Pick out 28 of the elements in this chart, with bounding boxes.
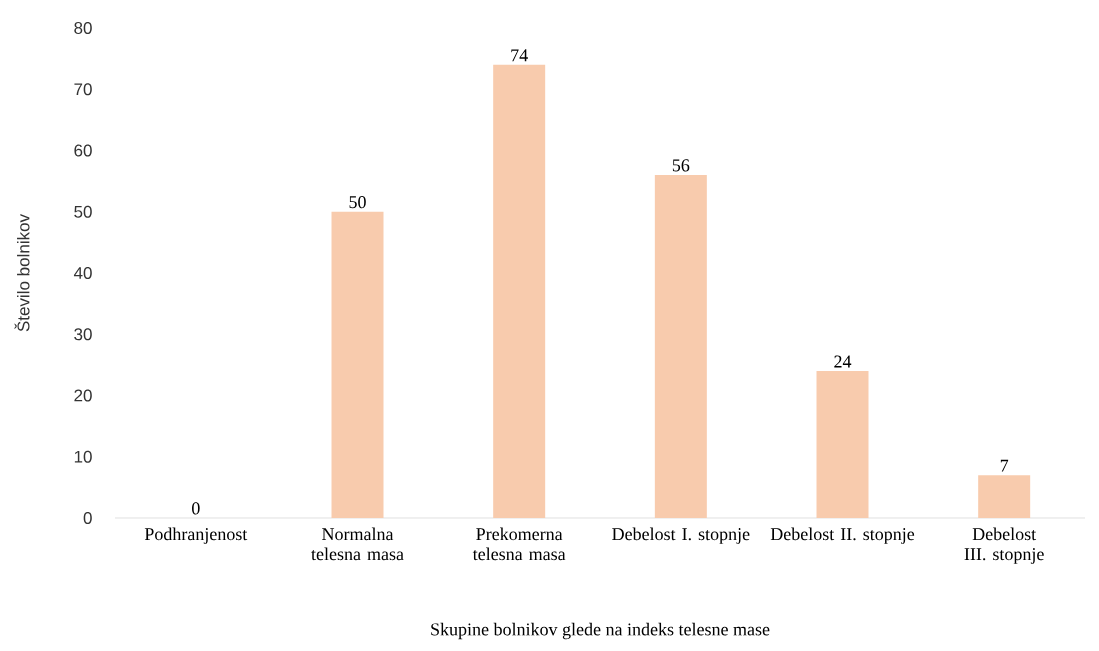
- y-tick-label: 30: [74, 328, 92, 341]
- x-axis-title: Skupine bolnikov glede na indeks telesne mase: [431, 622, 770, 640]
- x-tick-label: Debelost II. stopnje: [770, 527, 915, 544]
- bar: [816, 371, 869, 518]
- y-tick-label: 10: [74, 450, 92, 463]
- data-label: 7: [1000, 459, 1009, 472]
- data-label: 50: [349, 196, 366, 209]
- bar: [493, 64, 546, 518]
- x-tick-label: Prekomerna telesna masa: [472, 527, 566, 561]
- y-tick-label: 20: [74, 389, 92, 402]
- y-tick-label: 60: [74, 144, 92, 157]
- y-tick-label: 50: [74, 205, 92, 218]
- y-tick-label: 70: [74, 83, 92, 96]
- x-tick-label: Podhranjenost: [144, 527, 248, 544]
- y-tick-label: 0: [83, 511, 92, 525]
- y-tick-label: 80: [74, 21, 92, 35]
- data-label: 24: [834, 355, 852, 368]
- y-axis-title: Število bolnikov: [14, 214, 30, 332]
- y-tick-label: 40: [73, 266, 92, 280]
- bar: [331, 211, 384, 518]
- bar: [978, 475, 1031, 518]
- bar: [654, 175, 707, 518]
- data-label: 56: [672, 159, 690, 172]
- x-tick-label: Debelost III. stopnje: [964, 527, 1044, 564]
- x-tick-label: Debelost I. stopnje: [612, 527, 750, 544]
- data-label: 74: [511, 49, 528, 62]
- data-label: 0: [192, 502, 200, 515]
- x-tick-label: Normalna telesna masa: [311, 527, 404, 561]
